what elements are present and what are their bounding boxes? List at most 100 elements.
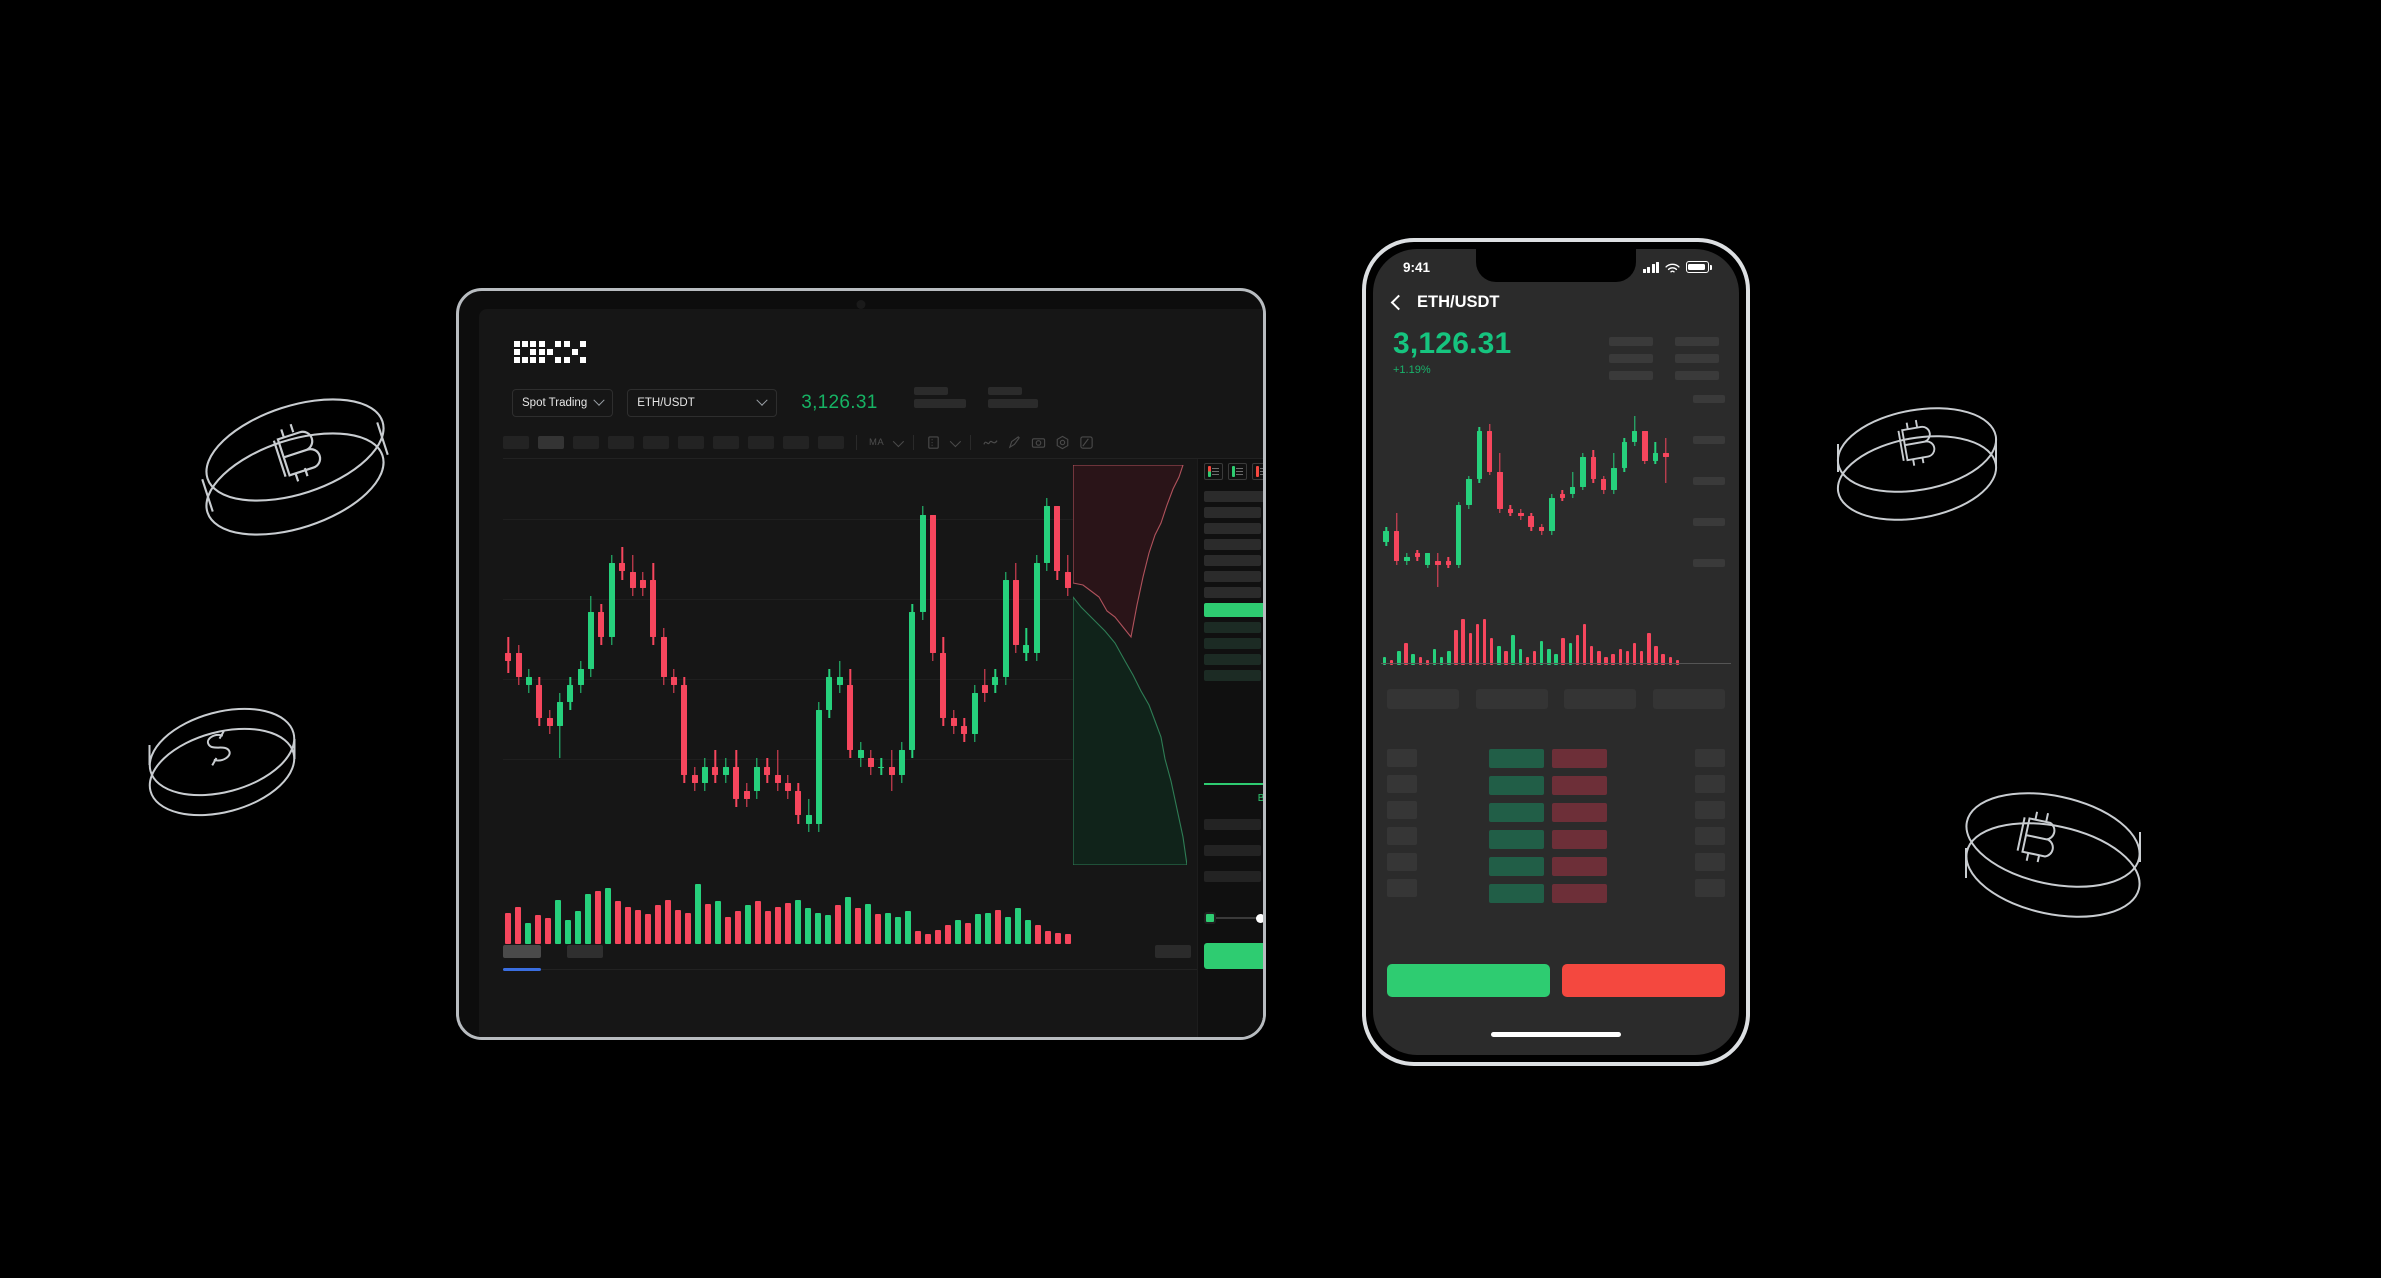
- tablet-candlestick-chart[interactable]: [503, 465, 1073, 865]
- orderbook-row[interactable]: [1204, 587, 1261, 598]
- phone-tab[interactable]: [1652, 689, 1725, 709]
- buy-button[interactable]: [1204, 943, 1263, 969]
- fullscreen-icon[interactable]: [1079, 435, 1094, 450]
- order-form-field[interactable]: [1204, 871, 1261, 882]
- candle-body: [898, 750, 905, 775]
- settings-icon[interactable]: [1055, 435, 1070, 450]
- bottom-tab-placeholder[interactable]: [1155, 945, 1191, 958]
- orderbook-bid-row[interactable]: [1489, 749, 1544, 768]
- chevron-down-icon[interactable]: [893, 435, 905, 447]
- mode-select[interactable]: Spot Trading: [512, 389, 614, 417]
- candlestick: [992, 465, 999, 865]
- sell-button[interactable]: [1562, 964, 1725, 997]
- timeframe-chip[interactable]: [608, 436, 634, 449]
- timeframe-chip[interactable]: [503, 436, 529, 449]
- buy-button[interactable]: [1387, 964, 1550, 997]
- volume-bar: [1461, 619, 1465, 665]
- camera-icon[interactable]: [1031, 435, 1046, 450]
- candle-body: [670, 677, 677, 686]
- orderbook-row[interactable]: [1204, 555, 1261, 566]
- volume-bar: [915, 931, 921, 944]
- chevron-down-icon: [593, 394, 605, 406]
- candle-body: [1466, 479, 1472, 506]
- orderbook-ask-row[interactable]: [1552, 830, 1607, 849]
- orderbook-bid-row[interactable]: [1489, 776, 1544, 795]
- bottom-tab-active[interactable]: [503, 945, 541, 958]
- indicator-label[interactable]: MA: [869, 437, 885, 448]
- orderbook-row[interactable]: [1204, 571, 1261, 582]
- back-chevron-icon[interactable]: [1390, 294, 1407, 311]
- candle-wick: [714, 750, 717, 783]
- orderbook-bid-row[interactable]: [1489, 884, 1544, 903]
- orderbook-ask-row[interactable]: [1552, 884, 1607, 903]
- orderbook-ask-row[interactable]: [1552, 749, 1607, 768]
- orderbook-row[interactable]: [1204, 654, 1261, 665]
- candle-wick: [1634, 416, 1636, 446]
- timeframe-chip[interactable]: [818, 436, 844, 449]
- bottom-tab[interactable]: [567, 945, 603, 958]
- both-sides-icon[interactable]: [1204, 463, 1223, 480]
- candle-body: [691, 774, 698, 783]
- candlestick: [1044, 465, 1051, 865]
- orderbook-row[interactable]: [1204, 622, 1261, 633]
- orderbook-bid-row[interactable]: [1489, 857, 1544, 876]
- drawing-icon[interactable]: [1007, 435, 1022, 450]
- stat-placeholder: [1675, 371, 1719, 380]
- line-style-icon[interactable]: [983, 435, 998, 450]
- orderbook-bid-row[interactable]: [1489, 830, 1544, 849]
- timeframe-chip[interactable]: [713, 436, 739, 449]
- volume-bar: [715, 901, 721, 944]
- volume-bar: [1654, 646, 1658, 665]
- orderbook-current-price-row[interactable]: [1204, 603, 1263, 617]
- phone-tab[interactable]: [1564, 689, 1637, 709]
- volume-bar: [1554, 654, 1558, 665]
- timeframe-chip[interactable]: [538, 436, 564, 449]
- volume-bar: [855, 908, 861, 944]
- candle-body: [1064, 571, 1071, 588]
- orderbook-row[interactable]: [1204, 507, 1261, 518]
- chevron-down-icon[interactable]: [950, 435, 962, 447]
- bids-only-icon[interactable]: [1228, 463, 1247, 480]
- candlestick: [1383, 399, 1389, 604]
- orderbook-ask-row[interactable]: [1552, 776, 1607, 795]
- volume-bar: [1439, 656, 1444, 665]
- orderbook-row[interactable]: [1204, 638, 1261, 649]
- chevron-down-icon: [756, 394, 768, 406]
- candle-body: [950, 717, 957, 726]
- candle-body: [1393, 531, 1400, 561]
- orderbook-row[interactable]: [1204, 670, 1261, 681]
- timeframe-chip[interactable]: [573, 436, 599, 449]
- order-form-field[interactable]: [1204, 845, 1261, 856]
- orderbook-row[interactable]: [1204, 539, 1261, 550]
- timeframe-chip[interactable]: [783, 436, 809, 449]
- asks-only-icon[interactable]: [1252, 463, 1263, 480]
- tablet-stats-placeholders: [914, 387, 1038, 408]
- volume-bar: [965, 922, 971, 944]
- volume-bar: [845, 896, 851, 944]
- phone-tab[interactable]: [1475, 689, 1548, 709]
- volume-bar: [1668, 656, 1673, 665]
- orderbook-ask-row[interactable]: [1552, 857, 1607, 876]
- chart-type-icon[interactable]: [926, 435, 941, 450]
- candlestick: [588, 465, 595, 865]
- phone-candlestick-chart[interactable]: [1381, 399, 1671, 604]
- orderbook-label: [1387, 827, 1417, 845]
- orderbook-row[interactable]: [1204, 523, 1261, 534]
- slider-start-handle[interactable]: [1204, 912, 1216, 924]
- candle-body: [878, 766, 885, 769]
- amount-slider[interactable]: [1204, 911, 1263, 925]
- grid-line: [503, 679, 1073, 680]
- orderbook-ask-row[interactable]: [1552, 803, 1607, 822]
- candle-body: [1054, 506, 1061, 572]
- stat-placeholder: [914, 387, 948, 395]
- phone-tab[interactable]: [1387, 689, 1459, 709]
- candle-body: [992, 677, 999, 686]
- timeframe-chip[interactable]: [748, 436, 774, 449]
- pair-select[interactable]: ETH/USDT: [627, 389, 778, 417]
- slider-knob[interactable]: [1256, 913, 1263, 923]
- order-form-field[interactable]: [1204, 819, 1261, 830]
- orderbook-bid-row[interactable]: [1489, 803, 1544, 822]
- timeframe-chip[interactable]: [643, 436, 669, 449]
- orderbook-row[interactable]: [1204, 491, 1263, 502]
- timeframe-chip[interactable]: [678, 436, 704, 449]
